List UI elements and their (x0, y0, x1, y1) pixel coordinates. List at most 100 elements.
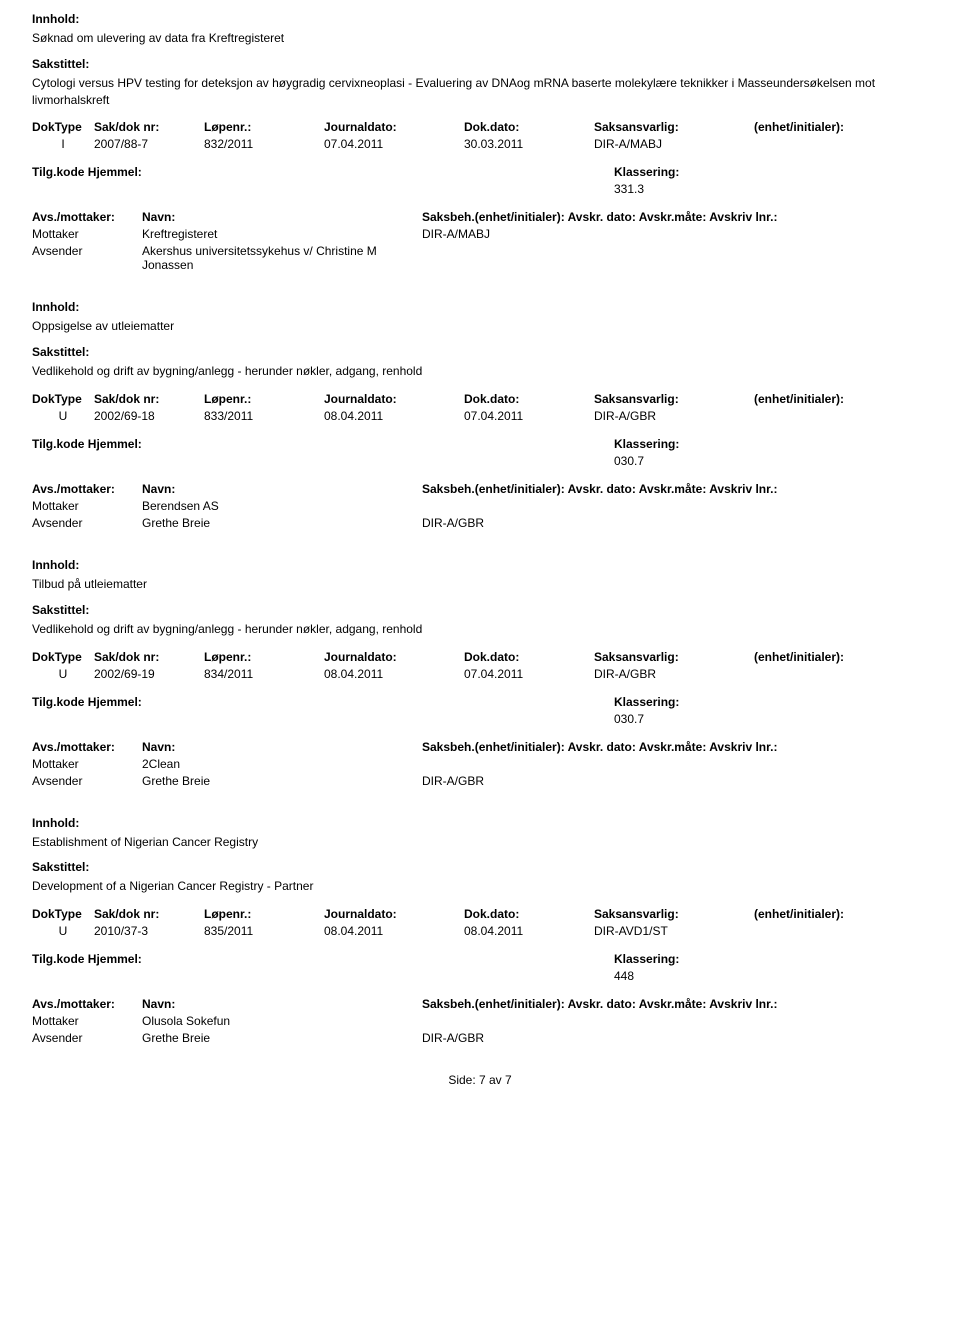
mottaker-saksbeh: DIR-A/MABJ (422, 227, 928, 241)
klassering-label: Klassering: (614, 437, 928, 451)
val-doktype: U (32, 409, 94, 423)
val-saksansvarlig: DIR-A/GBR (594, 409, 754, 423)
klassering-value: 030.7 (614, 712, 928, 726)
val-lopenr: 835/2011 (204, 924, 324, 938)
avsender-row: Avsender Grethe Breie DIR-A/GBR (32, 774, 928, 788)
tilg-klass-header: Tilg.kode Hjemmel: Klassering: (32, 695, 928, 709)
saksbeh-label: Saksbeh.(enhet/initialer): Avskr. dato: … (422, 740, 928, 754)
klassering-value: 448 (614, 969, 928, 983)
avsender-role: Avsender (32, 244, 142, 258)
journal-entry: Innhold: Søknad om ulevering av data fra… (32, 12, 928, 272)
col-dokdato: Dok.dato: (464, 120, 594, 134)
innhold-label: Innhold: (32, 12, 928, 26)
mottaker-navn: 2Clean (142, 757, 422, 771)
mottaker-navn: Olusola Sokefun (142, 1014, 422, 1028)
journal-data-row: U 2002/69-18 833/2011 08.04.2011 07.04.2… (32, 409, 928, 423)
innhold-text: Tilbud på utleiematter (32, 576, 928, 593)
avs-mottaker-header: Avs./mottaker: Navn: Saksbeh.(enhet/init… (32, 482, 928, 496)
val-doktype: U (32, 667, 94, 681)
innhold-text: Establishment of Nigerian Cancer Registr… (32, 834, 928, 851)
innhold-label: Innhold: (32, 558, 928, 572)
col-enhet: (enhet/initialer): (754, 120, 904, 134)
col-saksansvarlig: Saksansvarlig: (594, 120, 754, 134)
col-dokdato: Dok.dato: (464, 907, 594, 921)
sakstittel-text: Cytologi versus HPV testing for deteksjo… (32, 75, 928, 109)
journal-entry: Innhold: Establishment of Nigerian Cance… (32, 816, 928, 1046)
tilg-klass-header: Tilg.kode Hjemmel: Klassering: (32, 952, 928, 966)
val-saksansvarlig: DIR-A/MABJ (594, 137, 754, 151)
val-lopenr: 834/2011 (204, 667, 324, 681)
klassering-row: 448 (32, 969, 928, 983)
innhold-text: Oppsigelse av utleiematter (32, 318, 928, 335)
mottaker-role: Mottaker (32, 757, 142, 771)
sakstittel-text: Vedlikehold og drift av bygning/anlegg -… (32, 363, 928, 380)
avs-mottaker-header: Avs./mottaker: Navn: Saksbeh.(enhet/init… (32, 997, 928, 1011)
col-saksansvarlig: Saksansvarlig: (594, 907, 754, 921)
val-saksansvarlig: DIR-AVD1/ST (594, 924, 754, 938)
col-lopenr: Løpenr.: (204, 392, 324, 406)
col-saksansvarlig: Saksansvarlig: (594, 392, 754, 406)
sakstittel-label: Sakstittel: (32, 57, 928, 71)
val-doktype: U (32, 924, 94, 938)
avsender-row: Avsender Akershus universitetssykehus v/… (32, 244, 928, 272)
avsender-saksbeh: DIR-A/GBR (422, 774, 928, 788)
journal-header-row: DokType Sak/dok nr: Løpenr.: Journaldato… (32, 650, 928, 664)
navn-label: Navn: (142, 997, 422, 1011)
mottaker-navn: Kreftregisteret (142, 227, 422, 241)
col-journaldato: Journaldato: (324, 120, 464, 134)
klassering-value: 030.7 (614, 454, 928, 468)
val-journaldato: 08.04.2011 (324, 409, 464, 423)
col-enhet: (enhet/initialer): (754, 650, 904, 664)
mottaker-role: Mottaker (32, 1014, 142, 1028)
avsender-saksbeh: DIR-A/GBR (422, 516, 928, 530)
col-dokdato: Dok.dato: (464, 650, 594, 664)
klassering-row: 030.7 (32, 454, 928, 468)
val-sakdok: 2007/88-7 (94, 137, 204, 151)
navn-label: Navn: (142, 740, 422, 754)
tilgkode-label: Tilg.kode Hjemmel: (32, 165, 614, 179)
saksbeh-label: Saksbeh.(enhet/initialer): Avskr. dato: … (422, 997, 928, 1011)
val-dokdato: 30.03.2011 (464, 137, 594, 151)
avsender-row: Avsender Grethe Breie DIR-A/GBR (32, 1031, 928, 1045)
val-sakdok: 2002/69-18 (94, 409, 204, 423)
journal-header-row: DokType Sak/dok nr: Løpenr.: Journaldato… (32, 392, 928, 406)
mottaker-row: Mottaker Kreftregisteret DIR-A/MABJ (32, 227, 928, 241)
avsender-role: Avsender (32, 774, 142, 788)
tilgkode-label: Tilg.kode Hjemmel: (32, 952, 614, 966)
innhold-text: Søknad om ulevering av data fra Kreftreg… (32, 30, 928, 47)
col-enhet: (enhet/initialer): (754, 907, 904, 921)
innhold-label: Innhold: (32, 300, 928, 314)
journal-data-row: U 2002/69-19 834/2011 08.04.2011 07.04.2… (32, 667, 928, 681)
val-journaldato: 08.04.2011 (324, 924, 464, 938)
navn-label: Navn: (142, 210, 422, 224)
sakstittel-text: Vedlikehold og drift av bygning/anlegg -… (32, 621, 928, 638)
avsender-navn: Grethe Breie (142, 1031, 422, 1045)
journal-entry: Innhold: Tilbud på utleiematter Sakstitt… (32, 558, 928, 788)
val-saksansvarlig: DIR-A/GBR (594, 667, 754, 681)
col-saksansvarlig: Saksansvarlig: (594, 650, 754, 664)
col-sakdok: Sak/dok nr: (94, 392, 204, 406)
mottaker-row: Mottaker Berendsen AS (32, 499, 928, 513)
sakstittel-label: Sakstittel: (32, 345, 928, 359)
tilgkode-label: Tilg.kode Hjemmel: (32, 695, 614, 709)
avsmottaker-label: Avs./mottaker: (32, 210, 142, 224)
journal-header-row: DokType Sak/dok nr: Løpenr.: Journaldato… (32, 120, 928, 134)
avs-mottaker-header: Avs./mottaker: Navn: Saksbeh.(enhet/init… (32, 210, 928, 224)
val-lopenr: 832/2011 (204, 137, 324, 151)
klassering-label: Klassering: (614, 695, 928, 709)
col-sakdok: Sak/dok nr: (94, 120, 204, 134)
navn-label: Navn: (142, 482, 422, 496)
innhold-label: Innhold: (32, 816, 928, 830)
val-doktype: I (32, 137, 94, 151)
col-sakdok: Sak/dok nr: (94, 907, 204, 921)
val-sakdok: 2010/37-3 (94, 924, 204, 938)
col-doktype: DokType (32, 907, 94, 921)
mottaker-navn: Berendsen AS (142, 499, 422, 513)
col-journaldato: Journaldato: (324, 907, 464, 921)
col-enhet: (enhet/initialer): (754, 392, 904, 406)
val-dokdato: 07.04.2011 (464, 667, 594, 681)
mottaker-role: Mottaker (32, 499, 142, 513)
avsmottaker-label: Avs./mottaker: (32, 740, 142, 754)
avsmottaker-label: Avs./mottaker: (32, 997, 142, 1011)
avsender-saksbeh: DIR-A/GBR (422, 1031, 928, 1045)
